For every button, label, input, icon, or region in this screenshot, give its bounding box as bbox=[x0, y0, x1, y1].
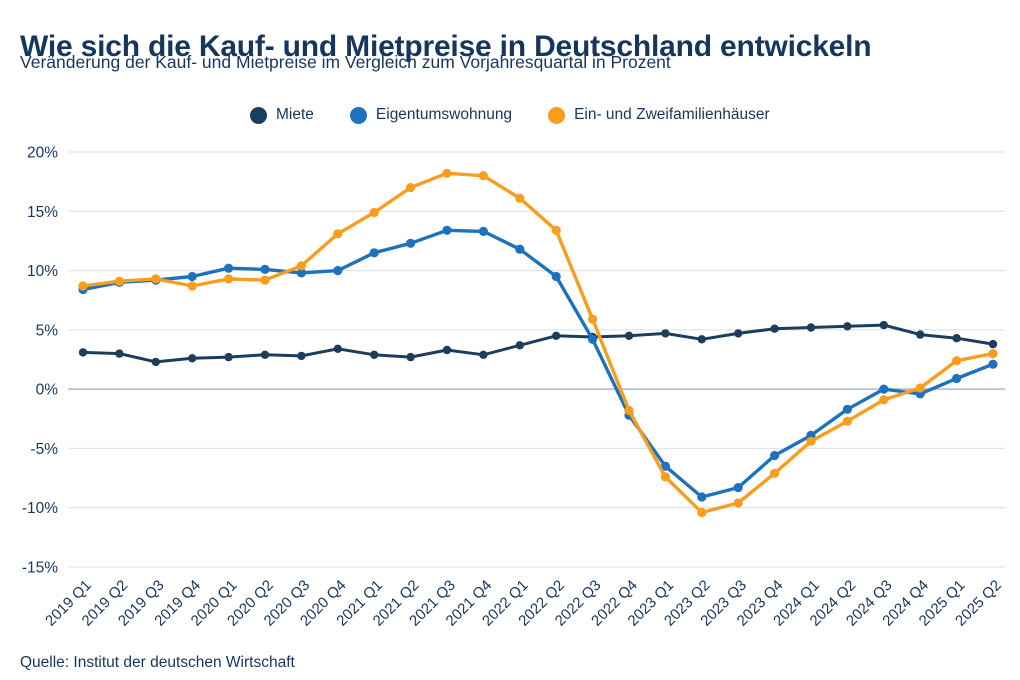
data-point-ein-und-zweifamilienh-user-2019-q2[interactable] bbox=[114, 276, 124, 286]
data-point-ein-und-zweifamilienh-user-2020-q2[interactable] bbox=[260, 275, 270, 285]
legend-item-eigentumswohnung[interactable]: Eigentumswohnung bbox=[349, 106, 513, 124]
data-point-eigentumswohnung-2020-q3[interactable] bbox=[296, 268, 306, 278]
legend-label: Eigentumswohnung bbox=[375, 106, 513, 123]
data-point-miete-2019-q1[interactable] bbox=[78, 348, 88, 357]
data-point-miete-2020-q4[interactable] bbox=[333, 344, 342, 353]
y-axis-tick-label: 5% bbox=[36, 322, 59, 339]
y-axis-tick-label: -5% bbox=[30, 441, 58, 458]
data-point-eigentumswohnung-2022-q1[interactable] bbox=[515, 244, 525, 254]
chart-subtitle: Veränderung der Kauf- und Mietpreise im … bbox=[20, 52, 671, 72]
data-point-ein-und-zweifamilienh-user-2021-q2[interactable] bbox=[406, 183, 416, 193]
data-point-miete-2021-q1[interactable] bbox=[370, 350, 379, 359]
legend-label: Miete bbox=[276, 106, 314, 123]
source-note: Quelle: Institut der deutschen Wirtschaf… bbox=[20, 654, 295, 671]
data-point-eigentumswohnung-2022-q2[interactable] bbox=[551, 271, 561, 282]
data-point-miete-2022-q2[interactable] bbox=[552, 331, 561, 340]
data-point-eigentumswohnung-2020-q2[interactable] bbox=[260, 264, 270, 274]
series-line-miete bbox=[81, 323, 995, 364]
data-point-miete-2024-q2[interactable] bbox=[843, 322, 852, 331]
y-axis-tick-label: -10% bbox=[22, 500, 58, 517]
data-point-miete-2022-q1[interactable] bbox=[515, 341, 524, 350]
series-line-ein-und-zweifamilienh-user bbox=[81, 171, 995, 515]
legend-dot-icon bbox=[349, 106, 367, 124]
y-axis-tick-label: 20% bbox=[27, 145, 58, 162]
line-chart: 20% 15% 10% 5% 0% -5% -10% -15% 2019 Q1 2019 Q2 20… bbox=[0, 140, 1020, 645]
data-point-miete-2019-q3[interactable] bbox=[151, 357, 160, 367]
data-point-ein-und-zweifamilienh-user-2019-q4[interactable] bbox=[187, 281, 197, 291]
data-point-eigentumswohnung-2021-q4[interactable] bbox=[478, 226, 488, 236]
data-point-ein-und-zweifamilienh-user-2022-q1[interactable] bbox=[515, 193, 525, 203]
data-point-miete-2023-q2[interactable] bbox=[697, 335, 706, 344]
data-point-eigentumswohnung-2019-q4[interactable] bbox=[187, 271, 197, 282]
data-point-miete-2020-q2[interactable] bbox=[260, 350, 270, 359]
data-point-ein-und-zweifamilienh-user-2022-q2[interactable] bbox=[551, 225, 561, 235]
data-point-ein-und-zweifamilienh-user-2019-q1[interactable] bbox=[78, 281, 88, 291]
data-point-eigentumswohnung-2024-q2[interactable] bbox=[842, 404, 853, 414]
legend-dot-icon bbox=[548, 106, 566, 124]
data-point-eigentumswohnung-2020-q4[interactable] bbox=[333, 266, 343, 276]
data-point-ein-und-zweifamilienh-user-2021-q1[interactable] bbox=[369, 207, 379, 218]
data-point-miete-2025-q2[interactable] bbox=[988, 339, 998, 349]
data-point-eigentumswohnung-2024-q3[interactable] bbox=[879, 384, 889, 394]
data-point-miete-2024-q3[interactable] bbox=[879, 320, 888, 330]
legend-item-ein-und-zweifamilienh-user[interactable]: Ein- und Zweifamilienhäuser bbox=[548, 106, 770, 124]
data-point-ein-und-zweifamilienh-user-2023-q4[interactable] bbox=[770, 468, 780, 478]
data-point-ein-und-zweifamilienh-user-2021-q3[interactable] bbox=[442, 168, 452, 178]
data-point-ein-und-zweifamilienh-user-2024-q3[interactable] bbox=[879, 395, 889, 405]
data-point-miete-2021-q4[interactable] bbox=[479, 350, 488, 359]
data-point-miete-2023-q4[interactable] bbox=[770, 324, 779, 333]
data-point-eigentumswohnung-2020-q1[interactable] bbox=[224, 263, 234, 273]
data-point-eigentumswohnung-2022-q3[interactable] bbox=[588, 334, 598, 344]
data-point-ein-und-zweifamilienh-user-2024-q2[interactable] bbox=[842, 416, 853, 426]
data-point-miete-2024-q1[interactable] bbox=[806, 323, 816, 332]
series-line-eigentumswohnung bbox=[81, 228, 995, 499]
y-axis-tick-label: 15% bbox=[27, 204, 58, 221]
data-point-miete-2020-q3[interactable] bbox=[297, 351, 306, 361]
data-point-ein-und-zweifamilienh-user-2023-q2[interactable] bbox=[697, 507, 707, 518]
data-point-ein-und-zweifamilienh-user-2021-q4[interactable] bbox=[478, 171, 488, 181]
data-point-miete-2022-q4[interactable] bbox=[624, 331, 634, 340]
chart-legend: Miete Eigentumswohnung Ein- und Zweifamili… bbox=[250, 106, 770, 124]
data-point-eigentumswohnung-2023-q3[interactable] bbox=[733, 483, 743, 493]
data-point-miete-2019-q4[interactable] bbox=[188, 354, 197, 363]
data-point-ein-und-zweifamilienh-user-2023-q3[interactable] bbox=[733, 498, 743, 508]
data-point-eigentumswohnung-2023-q1[interactable] bbox=[660, 461, 671, 471]
page-title: Wie sich die Kauf- und Mietpreise in Deu… bbox=[20, 30, 872, 64]
data-point-eigentumswohnung-2021-q3[interactable] bbox=[442, 225, 452, 235]
legend-item-miete[interactable]: Miete bbox=[250, 106, 314, 124]
data-point-miete-2023-q3[interactable] bbox=[734, 329, 743, 338]
data-point-ein-und-zweifamilienh-user-2025-q1[interactable] bbox=[952, 356, 962, 366]
data-point-eigentumswohnung-2023-q2[interactable] bbox=[697, 492, 707, 502]
data-point-eigentumswohnung-2021-q1[interactable] bbox=[369, 248, 379, 258]
data-point-ein-und-zweifamilienh-user-2022-q3[interactable] bbox=[588, 314, 598, 324]
data-point-miete-2024-q4[interactable] bbox=[916, 330, 925, 339]
data-point-miete-2025-q1[interactable] bbox=[952, 334, 961, 343]
data-point-eigentumswohnung-2023-q4[interactable] bbox=[770, 450, 780, 461]
data-point-ein-und-zweifamilienh-user-2024-q1[interactable] bbox=[806, 436, 816, 446]
data-point-ein-und-zweifamilienh-user-2025-q2[interactable] bbox=[988, 349, 998, 359]
data-point-ein-und-zweifamilienh-user-2020-q4[interactable] bbox=[333, 229, 343, 239]
data-point-miete-2023-q1[interactable] bbox=[661, 329, 670, 338]
legend-label: Ein- und Zweifamilienhäuser bbox=[574, 106, 770, 123]
data-point-eigentumswohnung-2025-q1[interactable] bbox=[952, 373, 962, 384]
data-point-eigentumswohnung-2025-q2[interactable] bbox=[988, 359, 998, 369]
data-point-ein-und-zweifamilienh-user-2020-q3[interactable] bbox=[296, 261, 306, 271]
legend-dot-icon bbox=[250, 106, 267, 124]
data-point-ein-und-zweifamilienh-user-2023-q1[interactable] bbox=[660, 472, 671, 482]
data-point-miete-2019-q2[interactable] bbox=[115, 349, 124, 358]
y-axis-tick-label: 10% bbox=[27, 263, 58, 280]
y-axis-tick-label: -15% bbox=[22, 559, 58, 576]
data-point-miete-2021-q3[interactable] bbox=[442, 345, 452, 355]
data-point-ein-und-zweifamilienh-user-2022-q4[interactable] bbox=[624, 405, 634, 416]
data-point-eigentumswohnung-2021-q2[interactable] bbox=[406, 238, 416, 248]
data-point-miete-2020-q1[interactable] bbox=[224, 352, 233, 362]
data-point-ein-und-zweifamilienh-user-2020-q1[interactable] bbox=[224, 274, 234, 284]
data-point-ein-und-zweifamilienh-user-2024-q4[interactable] bbox=[915, 383, 925, 393]
y-axis-tick-label: 0% bbox=[36, 382, 59, 399]
data-point-miete-2021-q2[interactable] bbox=[406, 352, 415, 362]
data-point-ein-und-zweifamilienh-user-2019-q3[interactable] bbox=[151, 274, 161, 284]
